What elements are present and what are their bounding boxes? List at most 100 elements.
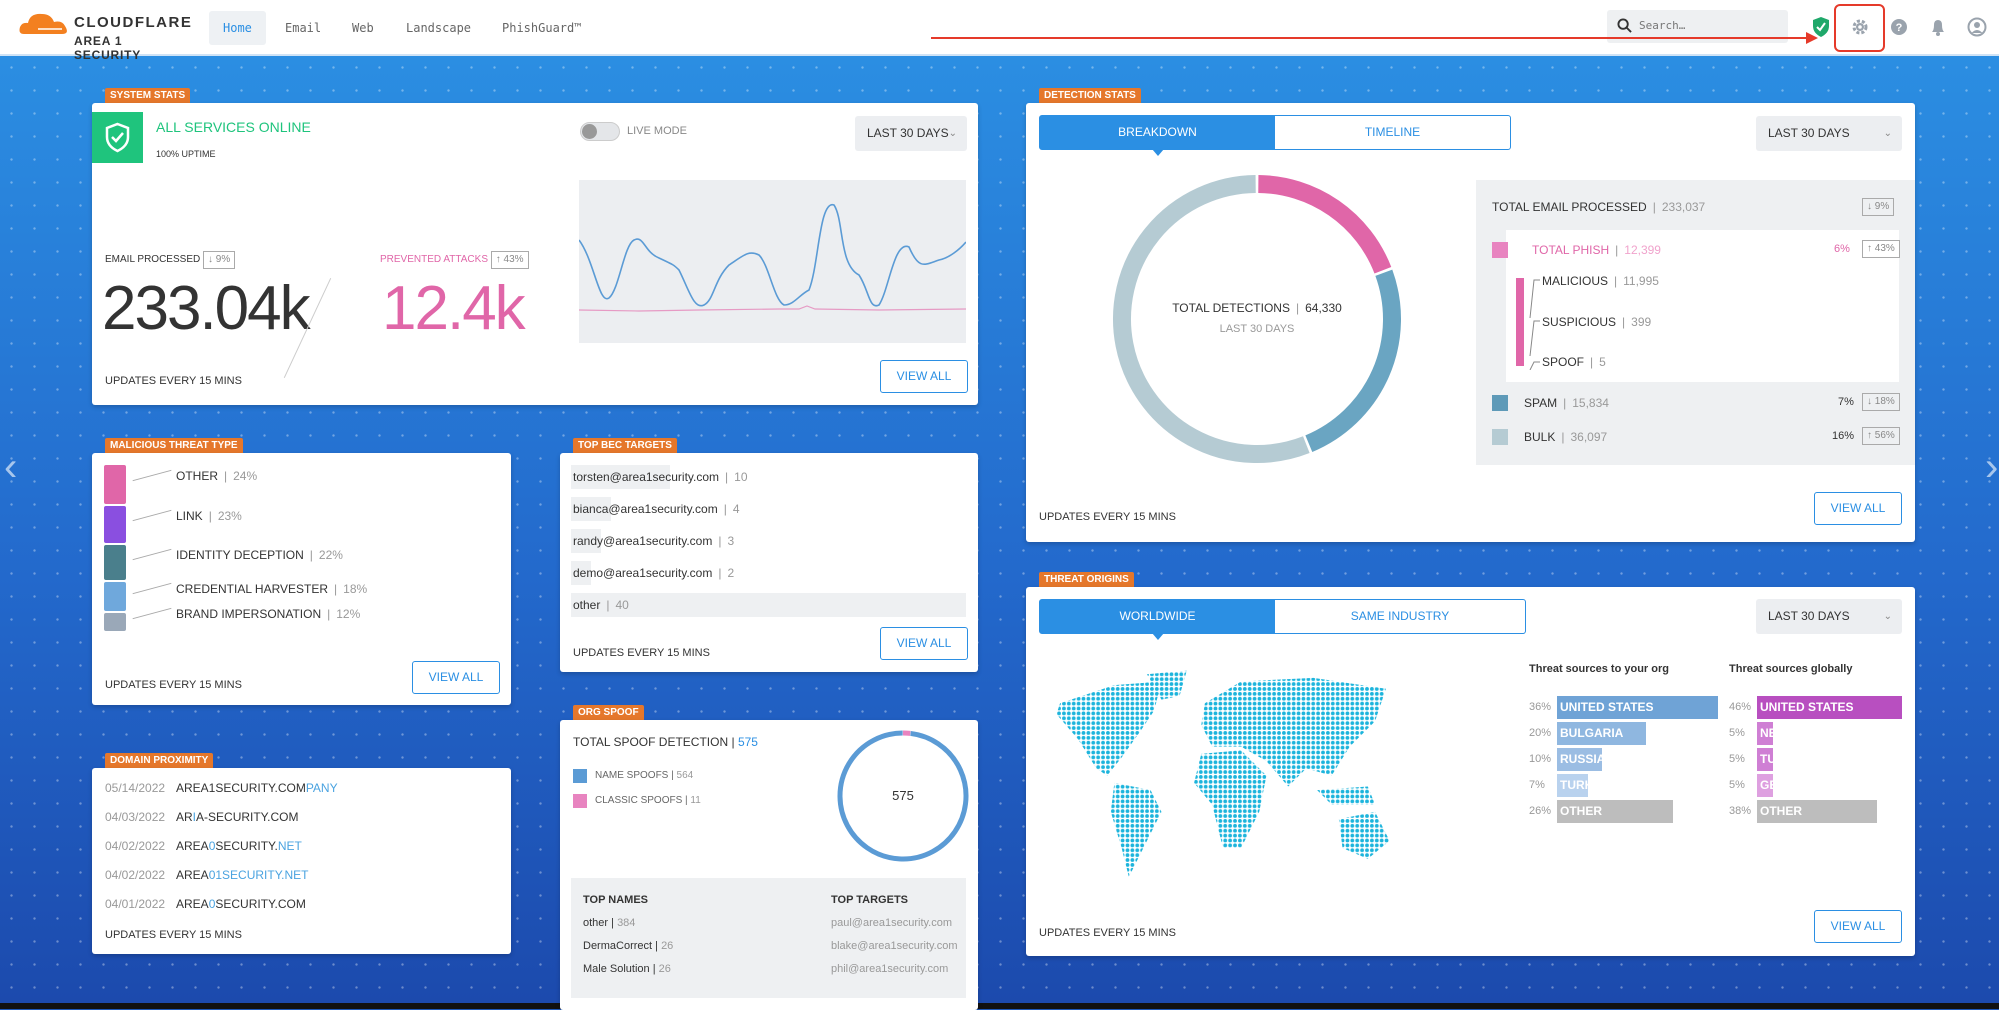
domain-date: 04/02/2022 (105, 868, 165, 882)
spam-swatch (1492, 395, 1508, 411)
annotation-arrowhead (1806, 32, 1818, 44)
origin-country: UNITED STATES (1560, 700, 1654, 714)
bell-icon[interactable] (1927, 16, 1949, 38)
domain-name[interactable]: AREA01SECURITY.NET (176, 868, 309, 882)
view-all-button[interactable]: VIEW ALL (880, 360, 968, 393)
detection-stats-card: BREAKDOWN TIMELINE LAST 30 DAYS⌄ TOTAL D… (1026, 103, 1915, 542)
annotation-arrow (931, 37, 1811, 39)
cloud-icon (18, 10, 70, 36)
origin-bar: UNITED STATES (1757, 696, 1902, 719)
top-target-row: blake@area1security.com (831, 940, 958, 952)
bec-target-row[interactable]: randy@area1security.com|3 (573, 534, 734, 548)
spam-row: SPAM|15,834 (1524, 396, 1609, 410)
threat-type-row: IDENTITY DECEPTION|22% (176, 548, 343, 562)
view-all-button[interactable]: VIEW ALL (412, 661, 500, 694)
domain-date: 05/14/2022 (105, 781, 165, 795)
domain-name[interactable]: ARIA-SECURITY.COM (176, 810, 298, 824)
origin-pct: 5% (1729, 753, 1745, 765)
live-mode-label: LIVE MODE (627, 125, 687, 137)
origin-bar: GERMANY (1757, 774, 1773, 797)
bec-target-row[interactable]: other|40 (573, 598, 629, 612)
nav-web[interactable]: Web (338, 11, 388, 45)
origin-country: RUSSIA (1560, 752, 1605, 766)
top-bec-targets-tag: TOP BEC TARGETS (573, 438, 677, 453)
system-stats-tag: SYSTEM STATS (105, 88, 190, 103)
spoof-row: SPOOF|5 (1542, 355, 1606, 369)
bulk-swatch (1492, 429, 1508, 445)
product-name: AREA 1 SECURITY (74, 34, 188, 62)
tab-timeline[interactable]: TIMELINE (1275, 116, 1510, 149)
email-processed-line (579, 205, 966, 306)
update-frequency: UPDATES EVERY 15 MINS (105, 929, 242, 941)
tab-same-industry[interactable]: SAME INDUSTRY (1275, 600, 1525, 633)
nav-phishguard[interactable]: PhishGuard™ (488, 11, 595, 45)
user-icon[interactable] (1966, 16, 1988, 38)
top-bec-targets-card: torsten@area1security.com|10 bianca@area1… (560, 453, 978, 672)
nav-landscape[interactable]: Landscape (392, 11, 485, 45)
top-nav-bar: CLOUDFLARE AREA 1 SECURITY Home Email We… (0, 0, 1999, 56)
bec-target-row[interactable]: torsten@area1security.com|10 (573, 470, 748, 484)
help-icon[interactable]: ? (1888, 16, 1910, 38)
threat-type-swatch (104, 582, 126, 611)
origin-pct: 36% (1529, 701, 1551, 713)
range-dropdown[interactable]: LAST 30 DAYS⌄ (1756, 116, 1902, 151)
spam-segment (1309, 273, 1392, 444)
threat-type-swatch (104, 506, 126, 543)
update-frequency: UPDATES EVERY 15 MINS (105, 679, 242, 691)
threat-type-swatch (104, 465, 126, 504)
bec-target-row[interactable]: bianca@area1security.com|4 (573, 502, 740, 516)
domain-name[interactable]: AREA0SECURITY.NET (176, 839, 302, 853)
annotation-highlight-box (1834, 4, 1885, 52)
bec-target-row[interactable]: demo@area1security.com|2 (573, 566, 734, 580)
view-all-button[interactable]: VIEW ALL (1814, 910, 1902, 943)
land-dots (1042, 667, 1404, 877)
prevented-attacks-value: 12.4k (382, 273, 524, 344)
nav-home[interactable]: Home (209, 11, 266, 45)
malicious-threat-type-card: OTHER|24%LINK|23%IDENTITY DECEPTION|22%C… (92, 453, 511, 705)
view-all-button[interactable]: VIEW ALL (1814, 492, 1902, 525)
threat-type-swatch (104, 613, 126, 631)
threat-type-row: LINK|23% (176, 509, 242, 523)
chevron-down-icon: ⌄ (1884, 116, 1892, 151)
search-placeholder: Search… (1639, 19, 1685, 32)
origin-bar: OTHER (1557, 800, 1673, 823)
connector-line (133, 608, 172, 619)
prev-page-arrow[interactable]: ‹ (4, 445, 17, 490)
range-dropdown[interactable]: LAST 30 DAYS⌄ (1756, 599, 1902, 634)
origin-bar: OTHER (1757, 800, 1877, 823)
threat-type-swatch (104, 545, 126, 580)
threat-type-row: OTHER|24% (176, 469, 257, 483)
origin-bar: BULGARIA (1557, 722, 1646, 745)
chevron-down-icon: ⌄ (949, 116, 957, 151)
phish-pct: 6% (1834, 243, 1850, 255)
origin-pct: 38% (1729, 805, 1751, 817)
total-change-badge: ↓ 9% (1862, 198, 1894, 216)
live-mode-toggle[interactable] (580, 122, 620, 141)
tab-breakdown[interactable]: BREAKDOWN (1040, 116, 1275, 149)
origin-country: OTHER (1760, 804, 1802, 818)
origin-pct: 46% (1729, 701, 1751, 713)
cloudflare-logo[interactable]: CLOUDFLARE AREA 1 SECURITY (18, 6, 188, 50)
top-targets-heading: TOP TARGETS (831, 894, 908, 906)
update-frequency: UPDATES EVERY 15 MINS (573, 647, 710, 659)
top-target-row: paul@area1security.com (831, 917, 952, 929)
domain-name[interactable]: AREA1SECURITY.COMPANY (176, 781, 338, 795)
threat-type-row: BRAND IMPERSONATION|12% (176, 607, 360, 621)
origin-bar: TURKEY (1557, 774, 1588, 797)
threat-origins-card: WORLDWIDE SAME INDUSTRY LAST 30 DAYS⌄ Th… (1026, 587, 1915, 956)
range-value: LAST 30 DAYS (1768, 609, 1850, 623)
total-spoof-detection: TOTAL SPOOF DETECTION | 575 (573, 735, 758, 749)
bulk-change-badge: ↑ 56% (1862, 427, 1900, 445)
domain-name[interactable]: AREA0SECURITY.COM (176, 897, 306, 911)
status-shield-tile (92, 112, 143, 163)
origin-country: OTHER (1560, 804, 1602, 818)
classic-spoofs-legend: CLASSIC SPOOFS | 11 (595, 795, 701, 806)
tab-worldwide[interactable]: WORLDWIDE (1040, 600, 1275, 633)
nav-email[interactable]: Email (271, 11, 335, 45)
top-target-row: phil@area1security.com (831, 963, 948, 975)
range-dropdown[interactable]: LAST 30 DAYS⌄ (855, 116, 967, 151)
view-all-button[interactable]: VIEW ALL (880, 627, 968, 660)
next-page-arrow[interactable]: › (1985, 445, 1998, 490)
malicious-row: MALICIOUS|11,995 (1542, 274, 1659, 288)
